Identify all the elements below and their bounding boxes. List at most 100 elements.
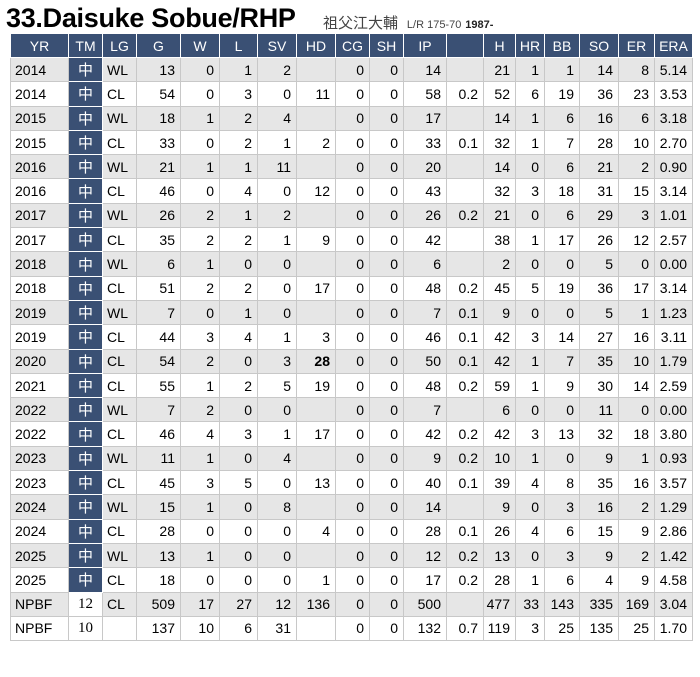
cell-so: 4 xyxy=(579,567,619,593)
cell-ip-fraction xyxy=(446,227,484,253)
column-header-hd: HD xyxy=(296,33,336,58)
cell-er: 10 xyxy=(618,129,655,156)
cell-l: 1 xyxy=(219,154,258,180)
cell-er: 2 xyxy=(618,494,655,520)
cell-sh: 0 xyxy=(369,275,404,301)
cell-hd: 12 xyxy=(296,178,336,204)
cell-yr: 2019 xyxy=(10,324,69,350)
cell-l: 3 xyxy=(219,421,258,447)
cell-cg: 0 xyxy=(335,348,370,374)
cell-hr: 0 xyxy=(515,397,545,423)
cell-hr: 4 xyxy=(515,518,545,544)
cell-hd xyxy=(296,202,336,229)
cell-cg: 0 xyxy=(335,567,370,593)
cell-sv: 0 xyxy=(257,81,297,107)
cell-hr: 0 xyxy=(515,202,545,229)
table-row: 2024 中 WL 15 1 0 8 0 0 14 9 0 3 16 2 1.29 xyxy=(10,494,693,520)
cell-w: 1 xyxy=(180,154,220,180)
table-row: 2019 中 WL 7 0 1 0 0 0 7 0.1 9 0 0 5 1 1.23 xyxy=(10,299,693,326)
cell-hd: 17 xyxy=(296,421,336,447)
cell-hr: 33 xyxy=(515,591,545,617)
cell-l: 2 xyxy=(219,129,258,156)
cell-yr: 2024 xyxy=(10,494,69,520)
cell-l: 2 xyxy=(219,105,258,131)
cell-ip-fraction: 0.7 xyxy=(446,615,484,642)
cell-ip-fraction xyxy=(446,591,484,617)
cell-ip-fraction: 0.1 xyxy=(446,129,484,156)
cell-hr: 1 xyxy=(515,227,545,253)
cell-er: 8 xyxy=(618,56,655,83)
cell-yr: 2016 xyxy=(10,178,69,204)
cell-l: 2 xyxy=(219,372,258,399)
cell-tm: 中 xyxy=(68,542,103,569)
cell-w: 2 xyxy=(180,275,220,301)
cell-er: 3 xyxy=(618,202,655,229)
table-row: 2018 中 CL 51 2 2 0 17 0 0 48 0.2 45 5 19 36 17 3.14 xyxy=(10,275,693,301)
table-row: 2019 中 CL 44 3 4 1 3 0 0 46 0.1 42 3 14 27 16 3.11 xyxy=(10,324,693,350)
cell-hr: 3 xyxy=(515,615,545,642)
cell-era: 0.90 xyxy=(654,154,693,180)
player-info: 祖父江大輔 L/R 175-70 1987- xyxy=(323,12,493,33)
cell-l: 0 xyxy=(219,445,258,472)
cell-so: 16 xyxy=(579,494,619,520)
cell-yr: 2015 xyxy=(10,105,69,131)
cell-l: 0 xyxy=(219,397,258,423)
cell-tm: 中 xyxy=(68,227,103,253)
cell-er: 14 xyxy=(618,372,655,399)
cell-cg: 0 xyxy=(335,275,370,301)
cell-l: 1 xyxy=(219,299,258,326)
cell-bb: 25 xyxy=(544,615,580,642)
page-title: 33.Daisuke Sobue/RHP xyxy=(6,3,296,33)
cell-cg: 0 xyxy=(335,470,370,496)
cell-cg: 0 xyxy=(335,227,370,253)
cell-ip: 17 xyxy=(403,567,447,593)
cell-tm: 中 xyxy=(68,275,103,301)
cell-cg: 0 xyxy=(335,372,370,399)
cell-h: 52 xyxy=(483,81,516,107)
cell-sv: 0 xyxy=(257,518,297,544)
column-header-so: SO xyxy=(579,33,619,58)
cell-cg: 0 xyxy=(335,299,370,326)
cell-er: 10 xyxy=(618,348,655,374)
cell-yr: 2019 xyxy=(10,299,69,326)
cell-tm: 中 xyxy=(68,494,103,520)
cell-era: 4.58 xyxy=(654,567,693,593)
cell-bb: 19 xyxy=(544,275,580,301)
cell-ip-fraction: 0.2 xyxy=(446,275,484,301)
cell-sv: 2 xyxy=(257,202,297,229)
cell-g: 7 xyxy=(136,299,181,326)
cell-so: 11 xyxy=(579,397,619,423)
cell-ip-fraction: 0.2 xyxy=(446,445,484,472)
cell-w: 2 xyxy=(180,348,220,374)
cell-hd xyxy=(296,542,336,569)
league-leader-value: 28 xyxy=(314,353,330,370)
cell-lg: WL xyxy=(102,202,137,229)
cell-g: 26 xyxy=(136,202,181,229)
cell-yr: 2014 xyxy=(10,81,69,107)
cell-ip-fraction: 0.2 xyxy=(446,372,484,399)
cell-sv: 0 xyxy=(257,470,297,496)
cell-ip: 7 xyxy=(403,397,447,423)
cell-bb: 1 xyxy=(544,56,580,83)
cell-cg: 0 xyxy=(335,129,370,156)
cell-w: 3 xyxy=(180,324,220,350)
cell-h: 9 xyxy=(483,494,516,520)
cell-bb: 19 xyxy=(544,81,580,107)
cell-ip: 43 xyxy=(403,178,447,204)
cell-hd xyxy=(296,445,336,472)
player-kanji-name: 祖父江大輔 xyxy=(323,15,399,32)
cell-ip: 9 xyxy=(403,445,447,472)
cell-hd xyxy=(296,494,336,520)
cell-sh: 0 xyxy=(369,81,404,107)
cell-hr: 1 xyxy=(515,105,545,131)
player-birth-year: 1987- xyxy=(465,19,494,31)
cell-yr: 2023 xyxy=(10,470,69,496)
cell-er: 0 xyxy=(618,397,655,423)
cell-lg: WL xyxy=(102,105,137,131)
cell-er: 15 xyxy=(618,178,655,204)
cell-cg: 0 xyxy=(335,591,370,617)
cell-hd: 11 xyxy=(296,81,336,107)
cell-lg: CL xyxy=(102,348,137,374)
cell-hr: 1 xyxy=(515,129,545,156)
column-header-sv: SV xyxy=(257,33,297,58)
